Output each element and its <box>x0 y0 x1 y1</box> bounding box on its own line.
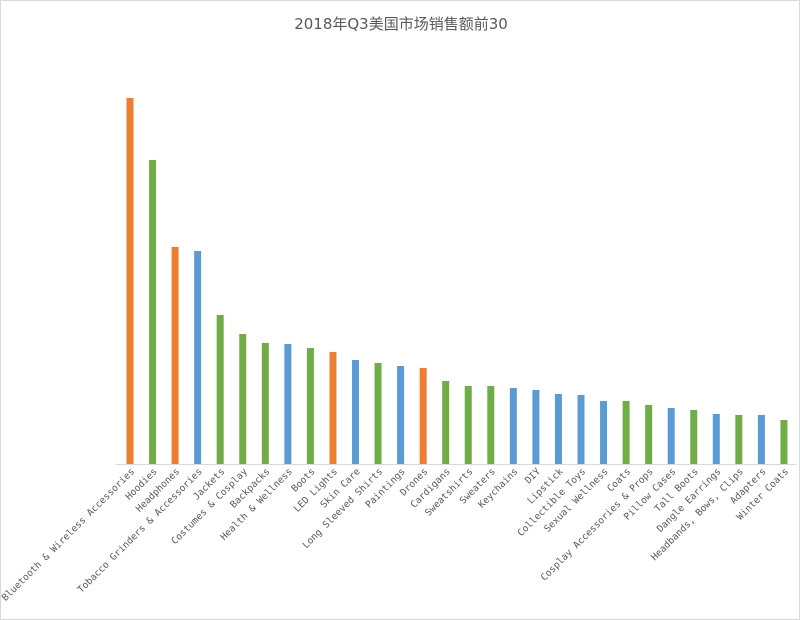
bar-6 <box>239 334 247 464</box>
bar-10 <box>329 352 337 464</box>
bar-7 <box>261 343 269 464</box>
bar-18 <box>509 388 517 464</box>
bar-28 <box>735 415 743 464</box>
bar-22 <box>600 401 608 464</box>
bar-16 <box>464 386 472 464</box>
bar-27 <box>712 414 720 464</box>
bar-13 <box>397 366 405 464</box>
bar-15 <box>442 381 450 464</box>
bar-29 <box>757 415 765 464</box>
bar-5 <box>216 315 224 464</box>
bar-19 <box>532 390 540 464</box>
bar-12 <box>374 363 382 464</box>
bar-9 <box>306 348 314 464</box>
bar-11 <box>352 360 359 464</box>
chart-title: 2018年Q3美国市场销售额前30 <box>294 15 508 33</box>
bar-17 <box>487 386 495 464</box>
bar-25 <box>667 408 675 464</box>
bar-4 <box>194 251 202 464</box>
bar-30 <box>780 420 788 464</box>
bar-20 <box>554 394 562 464</box>
x-tick-label: Bluetooth & Wireless Accessories <box>1 466 137 603</box>
bar-23 <box>622 401 630 464</box>
bar-3 <box>171 247 179 464</box>
bar-21 <box>577 395 585 464</box>
bar-2 <box>149 160 157 464</box>
bar-14 <box>419 368 427 464</box>
bar-8 <box>284 344 292 464</box>
bar-26 <box>690 410 698 464</box>
bar-24 <box>645 405 653 464</box>
bar-1 <box>126 98 134 464</box>
